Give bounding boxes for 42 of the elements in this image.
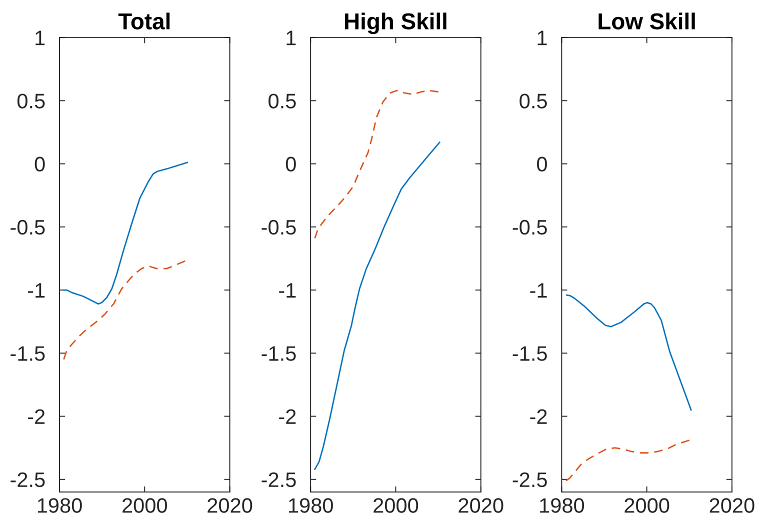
x-tick-label: 2020 bbox=[458, 498, 504, 513]
y-tick-label: 1 bbox=[286, 30, 296, 46]
y-tick-label: -2.5 bbox=[262, 472, 296, 488]
line-series bbox=[63, 162, 188, 305]
line-series bbox=[63, 260, 186, 360]
y-tick-label: -2 bbox=[279, 409, 296, 424]
x-tick-label: 1980 bbox=[289, 498, 333, 513]
y-tick-label: -1 bbox=[279, 283, 296, 298]
x-tick-label: 2000 bbox=[624, 498, 670, 513]
y-tick-label: -2 bbox=[28, 409, 45, 424]
y-tick-label: 0.5 bbox=[520, 94, 547, 108]
y-tick-label: -0.5 bbox=[512, 220, 547, 235]
y-tick-label: 0 bbox=[34, 156, 45, 172]
y-tick-label: -0.5 bbox=[262, 220, 296, 235]
chart-title: Total bbox=[118, 12, 170, 30]
y-tick-label: -0.5 bbox=[10, 220, 45, 235]
x-tick-label: 2000 bbox=[374, 498, 418, 513]
y-tick-label: 1 bbox=[36, 30, 45, 46]
y-tick-label: -2.5 bbox=[10, 472, 45, 488]
y-tick-label: -1 bbox=[530, 283, 547, 298]
x-tick-label: 1980 bbox=[38, 498, 82, 513]
y-tick-label: 0 bbox=[537, 156, 547, 172]
y-tick-label: 1 bbox=[538, 30, 547, 46]
chart-title: High Skill bbox=[345, 12, 446, 34]
y-tick-label: -2.5 bbox=[512, 472, 547, 488]
x-tick-label: 2020 bbox=[710, 498, 754, 513]
y-tick-label: -1.5 bbox=[10, 346, 45, 361]
y-tick-label: -1.5 bbox=[262, 346, 296, 361]
line-series bbox=[314, 90, 439, 239]
y-tick-label: 0 bbox=[286, 156, 296, 172]
line-series bbox=[565, 440, 690, 482]
y-tick-label: -1.5 bbox=[512, 346, 547, 361]
x-tick-label: 2000 bbox=[122, 498, 167, 513]
y-tick-label: 0.5 bbox=[17, 94, 45, 108]
x-tick-label: 2020 bbox=[208, 498, 252, 513]
chart-title: Low Skill bbox=[598, 12, 695, 30]
y-tick-label: -2 bbox=[530, 409, 547, 424]
line-series bbox=[566, 294, 692, 411]
y-tick-label: 0.5 bbox=[268, 94, 296, 108]
line-series bbox=[314, 142, 440, 470]
y-tick-label: -1 bbox=[28, 283, 45, 298]
x-tick-label: 1980 bbox=[540, 498, 584, 513]
